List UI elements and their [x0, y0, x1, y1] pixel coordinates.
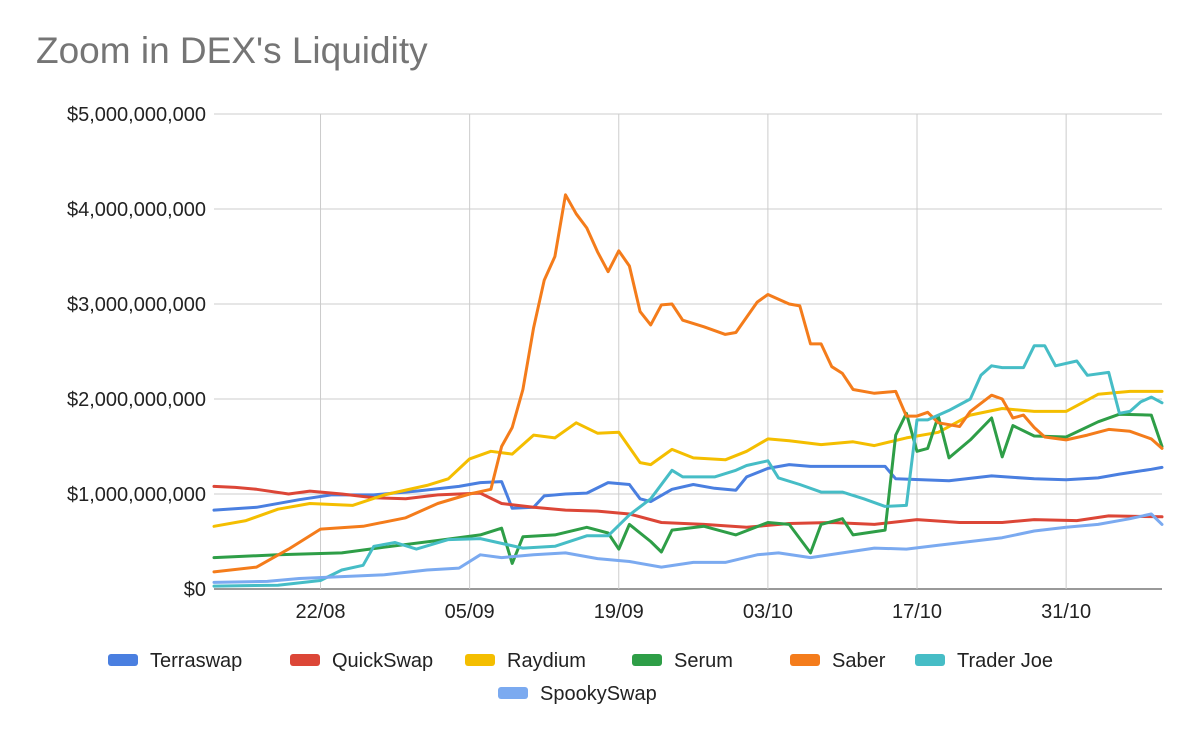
y-tick-label: $3,000,000,000 [67, 294, 206, 316]
y-tick-label: $1,000,000,000 [67, 484, 206, 506]
y-tick-label: $4,000,000,000 [67, 199, 206, 221]
x-tick-label: 22/08 [295, 601, 345, 623]
legend-swatch-spookyswap [498, 687, 528, 699]
series-line-terraswap [212, 463, 1164, 512]
series-line-serum [212, 411, 1164, 565]
x-tick-label: 17/10 [892, 601, 942, 623]
legend-swatch-quickswap [290, 654, 320, 666]
legend-label-quickswap: QuickSwap [332, 650, 433, 672]
y-tick-label: $5,000,000,000 [67, 104, 206, 126]
legend-label-raydium: Raydium [507, 650, 586, 672]
legend-label-terraswap: Terraswap [150, 650, 242, 672]
series-line-quickswap [212, 484, 1164, 529]
chart-title: Zoom in DEX's Liquidity [36, 30, 428, 71]
legend-swatch-trader-joe [915, 654, 945, 666]
legend-label-spookyswap: SpookySwap [540, 683, 657, 705]
legend-swatch-saber [790, 654, 820, 666]
x-tick-label: 03/10 [743, 601, 793, 623]
legend-label-serum: Serum [674, 650, 733, 672]
x-tick-label: 19/09 [594, 601, 644, 623]
series-line-spookyswap [212, 512, 1164, 584]
x-tick-label: 05/09 [445, 601, 495, 623]
y-tick-label: $0 [184, 579, 206, 601]
legend-label-saber: Saber [832, 650, 886, 672]
y-tick-label: $2,000,000,000 [67, 389, 206, 411]
x-tick-label: 31/10 [1041, 601, 1091, 623]
legend-swatch-raydium [465, 654, 495, 666]
legend-swatch-serum [632, 654, 662, 666]
legend-swatch-terraswap [108, 654, 138, 666]
series-line-trader-joe [212, 344, 1164, 588]
series-line-saber [212, 193, 1164, 574]
series-line-raydium [212, 389, 1164, 528]
legend-label-trader-joe: Trader Joe [957, 650, 1053, 672]
